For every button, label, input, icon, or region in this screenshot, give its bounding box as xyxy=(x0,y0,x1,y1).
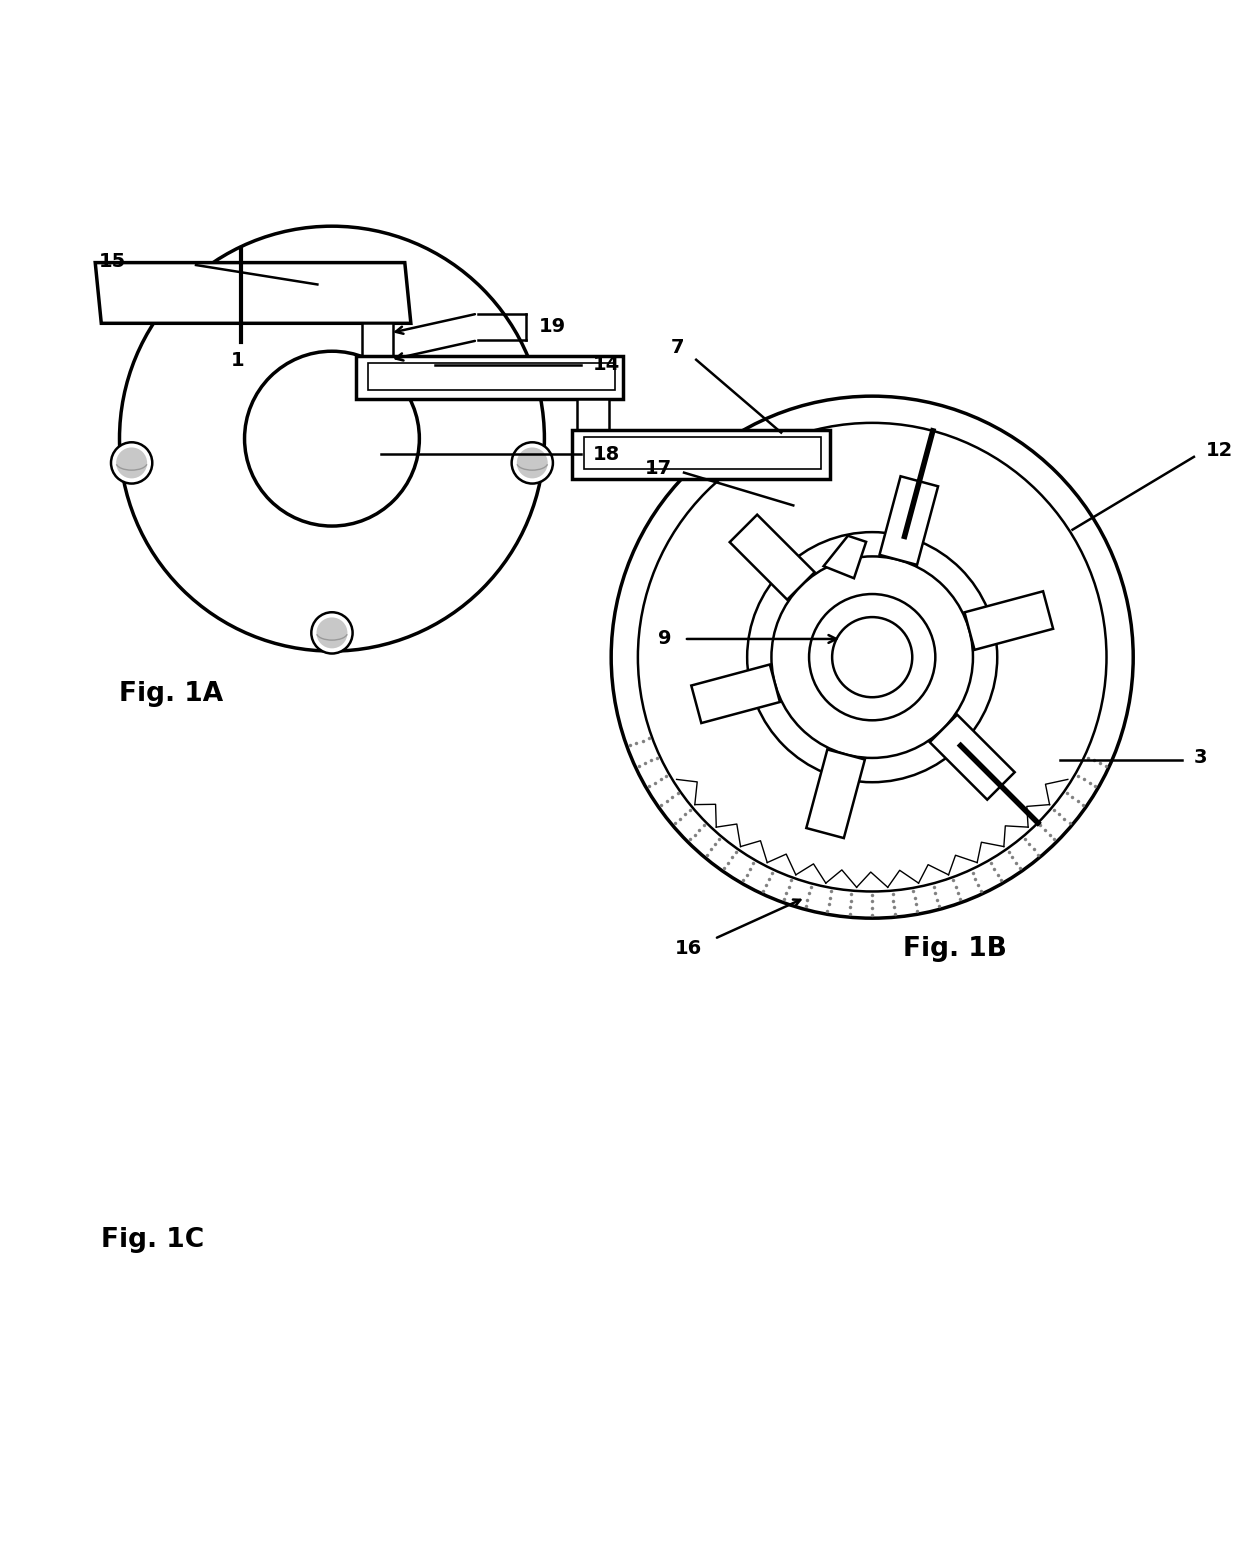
Text: 9: 9 xyxy=(658,629,672,649)
Text: Fig. 1A: Fig. 1A xyxy=(119,681,223,706)
Circle shape xyxy=(316,618,347,649)
Polygon shape xyxy=(965,592,1053,650)
Text: 15: 15 xyxy=(98,252,125,270)
Circle shape xyxy=(512,442,553,484)
Circle shape xyxy=(517,448,548,479)
Text: 3: 3 xyxy=(1194,748,1208,768)
Text: 12: 12 xyxy=(1207,442,1234,460)
Text: 1: 1 xyxy=(231,351,244,371)
Polygon shape xyxy=(356,355,624,399)
Text: 18: 18 xyxy=(593,445,620,464)
Text: 16: 16 xyxy=(675,939,702,958)
Polygon shape xyxy=(95,263,410,323)
Polygon shape xyxy=(806,749,864,837)
Polygon shape xyxy=(573,430,830,479)
Text: Fig. 1B: Fig. 1B xyxy=(903,936,1007,961)
Circle shape xyxy=(311,266,352,307)
Polygon shape xyxy=(362,323,393,355)
Text: Fig. 1C: Fig. 1C xyxy=(102,1227,205,1253)
Text: 17: 17 xyxy=(645,459,672,479)
Polygon shape xyxy=(879,476,939,565)
Polygon shape xyxy=(729,514,815,599)
Text: 7: 7 xyxy=(671,338,684,357)
Circle shape xyxy=(832,616,913,697)
Text: 14: 14 xyxy=(593,355,620,374)
Polygon shape xyxy=(823,536,866,578)
Polygon shape xyxy=(577,399,609,430)
Polygon shape xyxy=(691,664,780,723)
Polygon shape xyxy=(930,715,1014,800)
Circle shape xyxy=(311,612,352,654)
Text: 19: 19 xyxy=(538,317,565,337)
Circle shape xyxy=(112,442,153,484)
Circle shape xyxy=(117,448,148,479)
Circle shape xyxy=(316,272,347,303)
